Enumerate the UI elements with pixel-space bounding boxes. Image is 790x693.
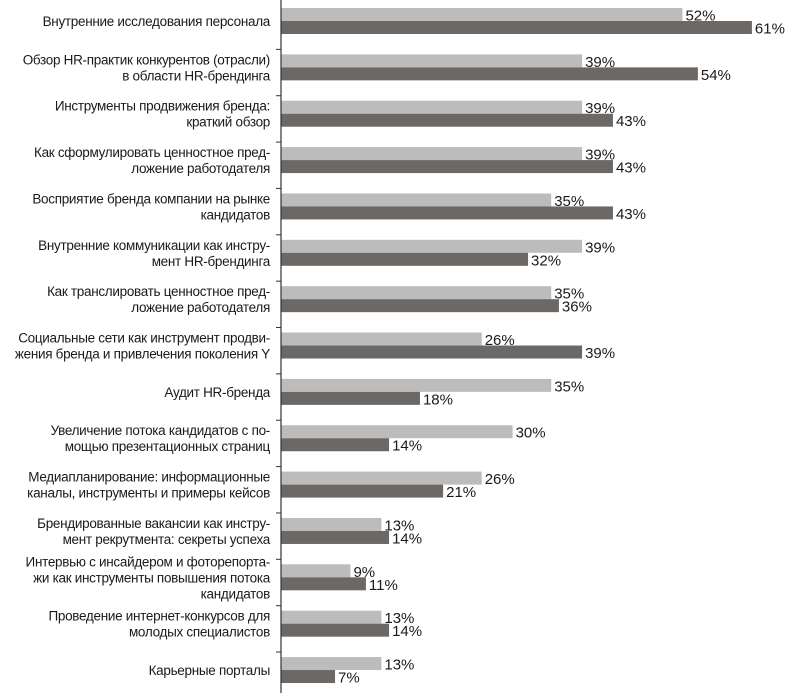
bar-dark — [281, 252, 529, 266]
data-label: 43% — [616, 160, 646, 177]
data-label: 35% — [554, 378, 584, 395]
data-label: 14% — [392, 623, 422, 640]
data-label: 35% — [554, 193, 584, 210]
data-label: 13% — [384, 610, 414, 627]
data-label: 39% — [585, 239, 615, 256]
data-label: 39% — [585, 345, 615, 362]
data-label: 61% — [755, 21, 785, 38]
data-label: 39% — [585, 54, 615, 71]
bar-dark — [281, 670, 336, 684]
category-label: Как сформулировать ценностное пред- — [34, 145, 270, 160]
bar-light — [281, 100, 583, 114]
bar-light — [281, 425, 513, 439]
category-label: Внутренние коммуникации как инстру- — [38, 238, 270, 253]
category-label: Инструменты продвижения бренда: — [55, 99, 270, 114]
data-label: 18% — [423, 391, 453, 408]
data-label: 14% — [392, 530, 422, 547]
category-label: Внутренние исследования персонала — [43, 14, 271, 29]
bar-dark — [281, 623, 390, 637]
data-label: 14% — [392, 438, 422, 455]
category-label: кандидатов — [201, 586, 271, 601]
category-label: в области HR-брендинга — [122, 68, 271, 83]
bar-light — [281, 564, 351, 578]
bar-light — [281, 378, 552, 392]
bar-light — [281, 657, 382, 671]
bar-light — [281, 610, 382, 624]
data-label: 30% — [516, 425, 546, 442]
category-label: Интервью с инсайдером и фоторепорта- — [26, 554, 270, 569]
category-label: ложение работодателя — [131, 300, 270, 315]
category-label: ложение работодателя — [131, 161, 270, 176]
category-label: Брендированные вакансии как инстру- — [37, 516, 270, 531]
category-label: жи как инструменты повышения потока — [33, 570, 271, 585]
bar-dark — [281, 438, 390, 452]
category-label: Медиапланирование: информационные — [28, 470, 270, 485]
bar-dark — [281, 67, 698, 81]
bar-dark — [281, 160, 613, 174]
data-label: 32% — [531, 252, 561, 269]
data-label: 9% — [353, 564, 375, 581]
bar-light — [281, 517, 382, 531]
data-label: 35% — [554, 286, 584, 303]
data-label: 26% — [485, 471, 515, 488]
data-label: 39% — [585, 147, 615, 164]
bar-dark — [281, 484, 444, 498]
data-label: 43% — [616, 206, 646, 223]
data-label: 54% — [701, 67, 731, 84]
category-label: Восприятие бренда компании на рынке — [32, 191, 270, 206]
category-label: Как транслировать ценностное пред- — [47, 284, 270, 299]
category-label: мент HR-брендинга — [152, 254, 271, 269]
data-label: 43% — [616, 113, 646, 130]
data-label: 11% — [369, 577, 398, 594]
bar-light — [281, 54, 583, 68]
category-label: краткий обзор — [186, 115, 270, 130]
bar-light — [281, 239, 583, 253]
category-label: Обзор HR-практик конкурентов (отрасли) — [23, 52, 270, 67]
data-label: 13% — [384, 517, 414, 534]
category-label: Аудит HR-бренда — [164, 385, 270, 400]
data-label: 36% — [562, 299, 592, 316]
category-label: Проведение интернет-конкурсов для — [48, 609, 270, 624]
bar-dark — [281, 299, 559, 313]
data-label: 13% — [384, 657, 414, 674]
category-label: мент рекрутмента: секреты успеха — [63, 532, 271, 547]
bar-dark — [281, 577, 366, 591]
bar-light — [281, 8, 683, 21]
bar-light — [281, 286, 552, 300]
bar-light — [281, 147, 583, 161]
bar-light — [281, 193, 552, 207]
bar-dark — [281, 206, 613, 220]
bar-light — [281, 471, 482, 485]
bar-dark — [281, 391, 420, 405]
category-label: Карьерные порталы — [149, 663, 270, 678]
data-label: 7% — [338, 670, 360, 687]
category-label: Увеличение потока кандидатов с по- — [51, 423, 270, 438]
data-label: 39% — [585, 100, 615, 117]
bar-dark — [281, 345, 583, 359]
category-label: мощью презентационных страниц — [65, 439, 271, 454]
category-label: жения бренда и привлечения поколения Y — [15, 347, 270, 362]
bar-dark — [281, 530, 390, 544]
bar-dark — [281, 113, 613, 127]
category-label: Социальные сети как инструмент продви- — [18, 331, 270, 346]
bar-dark — [281, 21, 752, 34]
category-label: каналы, инструменты и примеры кейсов — [27, 486, 270, 501]
bar-light — [281, 332, 482, 346]
data-label: 52% — [685, 8, 715, 25]
data-label: 21% — [446, 484, 476, 501]
category-label: молодых специалистов — [129, 625, 270, 640]
category-label: кандидатов — [201, 207, 271, 222]
data-label: 26% — [485, 332, 515, 349]
